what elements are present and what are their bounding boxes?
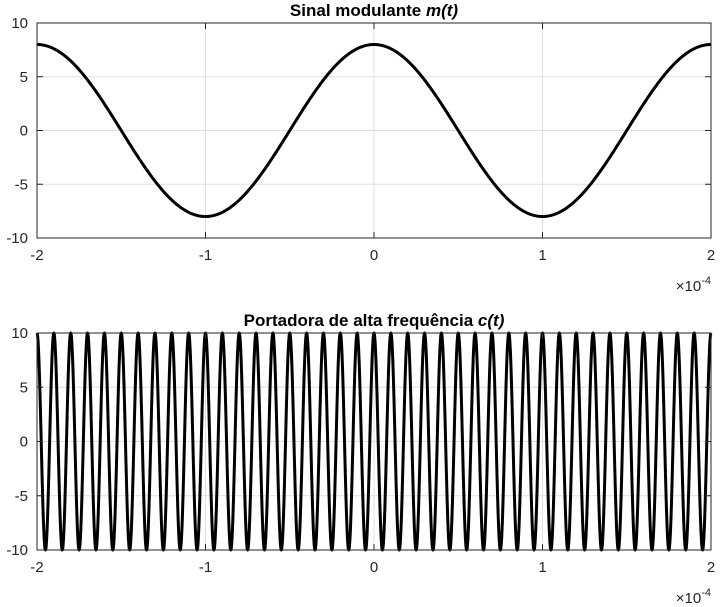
top-chart-series <box>36 43 712 218</box>
top-chart-y-tick-label: 0 <box>20 123 28 140</box>
bottom-chart-title: Portadora de alta frequência c(t) <box>244 311 505 330</box>
top-chart-x-tick-label: -2 <box>30 247 43 264</box>
bottom-chart-x-tick-label: -1 <box>199 559 212 576</box>
bottom-chart-grid <box>36 332 712 551</box>
bottom-chart-y-tick-label: 5 <box>20 379 28 396</box>
bottom-chart-y-tick-label: -10 <box>6 542 28 559</box>
top-chart-title-var: m(t) <box>426 1 458 20</box>
bottom-chart-title-var: c(t) <box>478 311 505 330</box>
top-chart-x-multiplier-base: ×10 <box>676 278 701 295</box>
bottom-chart: Portadora de alta frequência c(t) -2 -1 0 1… <box>6 311 715 607</box>
top-chart-y-tick-label: 10 <box>11 15 28 32</box>
bottom-chart-x-tick-label: 0 <box>370 559 378 576</box>
top-chart-y-tick-label: -5 <box>15 176 28 193</box>
top-chart-x-multiplier: ×10-4 <box>676 275 711 295</box>
top-chart-title-prefix: Sinal modulante <box>290 1 426 20</box>
bottom-chart-y-tick-label: 0 <box>20 434 28 451</box>
bottom-chart-x-multiplier-exp: -4 <box>701 587 711 599</box>
bottom-chart-y-tick-label: 10 <box>11 325 28 342</box>
bottom-chart-y-tick-label: -5 <box>15 488 28 505</box>
bottom-chart-x-tick-label: 1 <box>538 559 546 576</box>
top-chart-ticks <box>36 22 712 239</box>
top-chart-x-multiplier-exp: -4 <box>701 275 711 287</box>
top-chart-x-tick-label: 0 <box>370 247 378 264</box>
bottom-chart-x-multiplier-base: ×10 <box>676 590 701 607</box>
top-chart-grid <box>36 22 712 239</box>
top-chart-y-tick-label: 5 <box>20 69 28 86</box>
bottom-chart-title-prefix: Portadora de alta frequência <box>244 311 478 330</box>
top-chart-x-tick-label: 2 <box>707 247 715 264</box>
top-chart-x-tick-label: 1 <box>538 247 546 264</box>
top-chart-series-line-0 <box>36 43 712 218</box>
top-chart-title: Sinal modulante m(t) <box>290 1 458 20</box>
bottom-chart-x-tick-label: -2 <box>30 559 43 576</box>
bottom-chart-ticks <box>36 332 712 551</box>
bottom-chart-x-tick-label: 2 <box>707 559 715 576</box>
bottom-chart-x-multiplier: ×10-4 <box>676 587 711 607</box>
top-chart-y-tick-label: -10 <box>6 230 28 247</box>
top-chart-x-tick-label: -1 <box>199 247 212 264</box>
